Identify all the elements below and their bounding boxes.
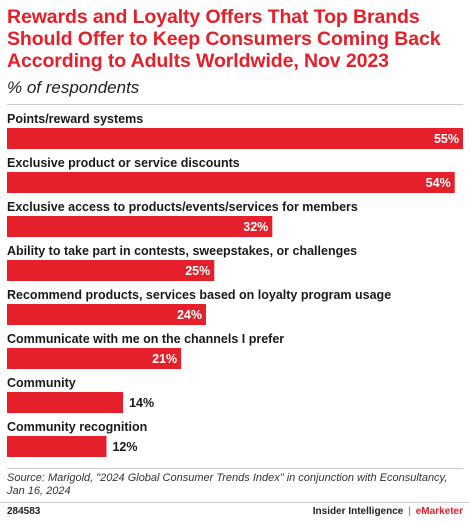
value-label: 12%: [112, 440, 137, 454]
brand-credit: Insider Intelligence | eMarketer: [313, 506, 463, 517]
source-note: Source: Marigold, "2024 Global Consumer …: [7, 472, 448, 497]
chart-subtitle: % of respondents: [7, 78, 140, 97]
value-label: 24%: [177, 308, 202, 322]
value-label: 55%: [434, 132, 459, 146]
category-label: Points/reward systems: [7, 112, 143, 126]
bar: [7, 348, 182, 369]
bar: [7, 392, 124, 413]
footer-divider: [7, 468, 463, 469]
category-label: Exclusive access to products/events/serv…: [7, 200, 358, 214]
category-label: Exclusive product or service discounts: [7, 156, 240, 170]
header-divider: [7, 104, 463, 105]
chart-title: Rewards and Loyalty Offers That Top Bran…: [7, 6, 441, 72]
bar: [7, 216, 273, 237]
category-label: Community recognition: [7, 420, 147, 434]
chart-id: 284583: [7, 506, 41, 517]
bar: [7, 128, 463, 149]
bottom-divider: [0, 502, 470, 503]
value-label: 32%: [243, 220, 268, 234]
category-label: Communicate with me on the channels I pr…: [7, 332, 284, 346]
value-label: 21%: [152, 352, 177, 366]
bar-chart: Points/reward systems 55% Exclusive produc…: [7, 112, 463, 457]
bar: [7, 436, 107, 457]
value-label: 54%: [426, 176, 451, 190]
category-label: Community: [7, 376, 76, 390]
brand-emarketer: eMarketer: [415, 506, 463, 517]
value-label: 25%: [185, 264, 210, 278]
category-label: Ability to take part in contests, sweeps…: [7, 244, 357, 258]
brand-separator: |: [408, 506, 411, 517]
value-label: 14%: [129, 396, 154, 410]
category-label: Recommend products, services based on lo…: [7, 288, 391, 302]
bar: [7, 260, 215, 281]
bar: [7, 172, 455, 193]
bar: [7, 304, 206, 325]
brand-insider-intelligence: Insider Intelligence: [312, 506, 404, 517]
